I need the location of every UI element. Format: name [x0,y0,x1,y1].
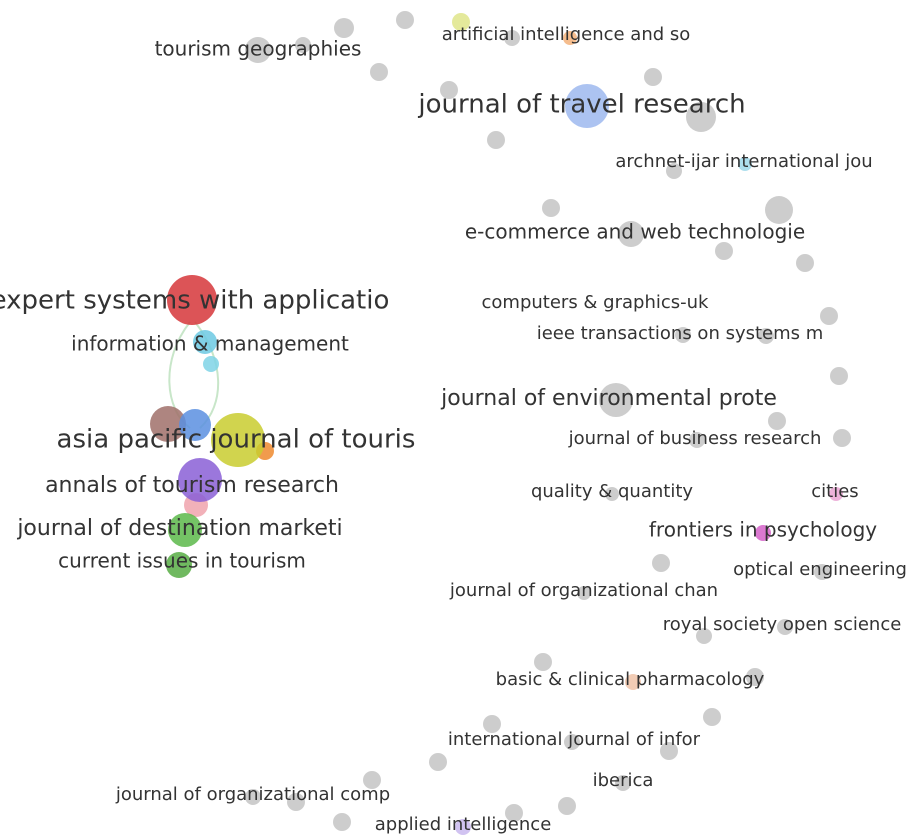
node [765,196,793,224]
node-label: international journal of infor [448,729,701,750]
node [703,708,721,726]
node-label: royal society open science [663,614,902,635]
node [542,199,560,217]
node [334,18,354,38]
node [599,383,633,417]
node [829,487,843,501]
node-label: current issues in tourism [58,549,306,573]
node [370,63,388,81]
node-label: quality & quantity [531,481,693,502]
node [715,242,733,260]
node-label: e-commerce and web technologie [465,220,805,244]
node-label: applied intelligence [375,814,552,835]
node-label: artificial intelligence and so [442,24,691,45]
node-label: frontiers in psychology [649,518,877,542]
node-label: ieee transactions on systems m [537,323,824,344]
node [203,356,219,372]
node [167,275,217,325]
unlabeled-nodes [150,11,851,831]
node-label: journal of environmental prote [440,386,777,411]
node [666,163,682,179]
node [440,81,458,99]
node [675,327,691,343]
node-label: journal of business research [568,428,822,449]
node [287,793,305,811]
node [577,586,591,600]
node [455,819,471,835]
labels: tourism geographies artificial intelligen… [0,24,907,835]
node [558,797,576,815]
node [768,412,786,430]
node-label: annals of tourism research [45,473,339,498]
node [820,307,838,325]
node-label: journal of organizational comp [115,784,390,805]
node [168,513,202,547]
node [660,742,678,760]
node [758,328,774,344]
node [245,789,261,805]
node [452,13,470,31]
node [746,668,764,686]
node-label: computers & graphics-uk [482,292,710,313]
node [487,131,505,149]
node [363,771,381,789]
node [179,409,211,441]
node [178,458,222,502]
node [615,775,631,791]
node-label: journal of organizational chan [449,580,718,601]
node [652,554,670,572]
node [833,429,851,447]
node [211,413,265,467]
node [565,84,609,128]
node [245,37,271,63]
node [830,367,848,385]
node-label: tourism geographies [155,37,362,61]
node-label: expert systems with applicatio [0,286,389,316]
node [429,753,447,771]
node [563,31,577,45]
node [777,619,793,635]
node-label: journal of destination marketi [16,516,342,541]
node-label: optical engineering [733,559,907,580]
node [295,37,311,53]
node [396,11,414,29]
node [625,674,641,690]
labeled-nodes [166,31,843,835]
node-label: asia pacific journal of touris [57,425,416,455]
node [564,734,580,750]
node [696,628,712,644]
node [605,487,619,501]
node [483,715,501,733]
node [618,221,644,247]
node-label: journal of travel research [417,90,745,120]
node-label: basic & clinical pharmacology [496,669,765,690]
node-label: information & management [71,332,349,356]
node-label: cities [811,481,858,502]
node [150,406,186,442]
node [755,525,771,541]
node [796,254,814,272]
node [689,432,705,448]
node [814,564,830,580]
node [333,813,351,831]
node [504,30,520,46]
node-label: iberica [593,770,654,791]
node [644,68,662,86]
node-label: archnet-ijar international jou [615,151,872,172]
node [193,330,217,354]
node [534,653,552,671]
node [166,552,192,578]
node [505,804,523,822]
node [686,102,716,132]
node [738,157,752,171]
